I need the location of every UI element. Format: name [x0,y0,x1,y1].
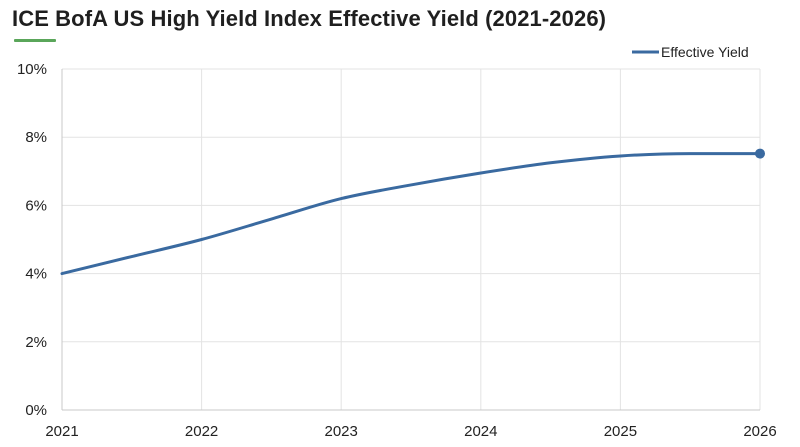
y-tick-label: 4% [25,266,47,283]
legend: Effective Yield [632,44,749,60]
x-tick-label: 2022 [185,423,218,440]
y-tick-label: 2% [25,334,47,351]
series-line-effective-yield [60,152,762,276]
x-tick-label: 2026 [743,423,776,440]
x-tick-label: 2021 [45,423,78,440]
title-accent-underline [14,39,56,42]
chart-title: ICE BofA US High Yield Index Effective Y… [12,6,607,31]
y-tick-label: 0% [25,402,47,419]
y-tick-label: 6% [25,197,47,214]
y-tick-label: 8% [25,129,47,146]
series-end-point [755,148,765,159]
x-tick-label: 2023 [325,423,358,440]
x-tick-label: 2025 [604,423,637,440]
legend-label: Effective Yield [661,44,749,60]
series-lines [60,148,765,276]
x-tick-label: 2024 [464,423,497,440]
tick-labels: 0% 2% 4% 6% 8% 10% 2021 2022 2023 2024 2025 2026 [17,61,777,440]
y-tick-label: 10% [17,61,47,78]
axes [61,69,760,411]
grid-lines [62,68,761,410]
